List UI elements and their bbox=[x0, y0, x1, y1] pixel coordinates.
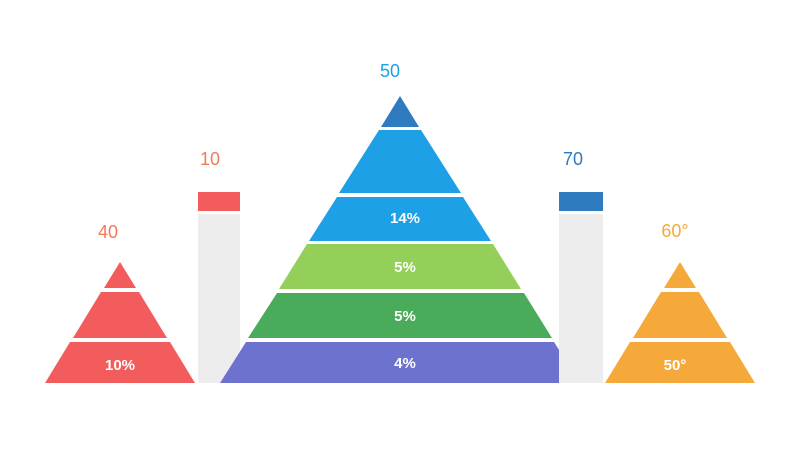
top-label: 50 bbox=[380, 61, 400, 81]
left-pyramid bbox=[45, 262, 195, 383]
pyramid-layer bbox=[605, 342, 755, 383]
top-label: 70 bbox=[563, 149, 583, 169]
pyramid-layer bbox=[104, 262, 136, 288]
top-label: 40 bbox=[98, 222, 118, 242]
bar-cap bbox=[198, 192, 240, 211]
bar-body bbox=[559, 214, 603, 383]
band-label: 5% bbox=[394, 259, 416, 276]
pyramid-layer bbox=[45, 342, 195, 383]
band-label: 4% bbox=[394, 355, 416, 372]
band-label: 5% bbox=[394, 308, 416, 325]
bar-cap bbox=[559, 192, 603, 211]
pyramid-layer bbox=[633, 292, 727, 338]
pyramid-layer bbox=[381, 96, 419, 127]
center-pyramid bbox=[220, 96, 580, 383]
right-pyramid bbox=[605, 262, 755, 383]
pyramid-layer bbox=[339, 130, 461, 193]
pyramid-layer bbox=[279, 244, 521, 289]
pyramid-layer bbox=[664, 262, 696, 288]
top-label: 60° bbox=[661, 221, 688, 241]
band-label: 14% bbox=[390, 210, 420, 227]
band-label: 10% bbox=[105, 357, 135, 374]
pyramid-layer bbox=[73, 292, 167, 338]
pyramid-layer bbox=[220, 342, 580, 383]
bar-body bbox=[198, 214, 240, 383]
pyramid-layer bbox=[309, 197, 491, 241]
band-label: 50° bbox=[664, 357, 687, 374]
pyramid-layer bbox=[248, 293, 552, 338]
top-label: 10 bbox=[200, 149, 220, 169]
